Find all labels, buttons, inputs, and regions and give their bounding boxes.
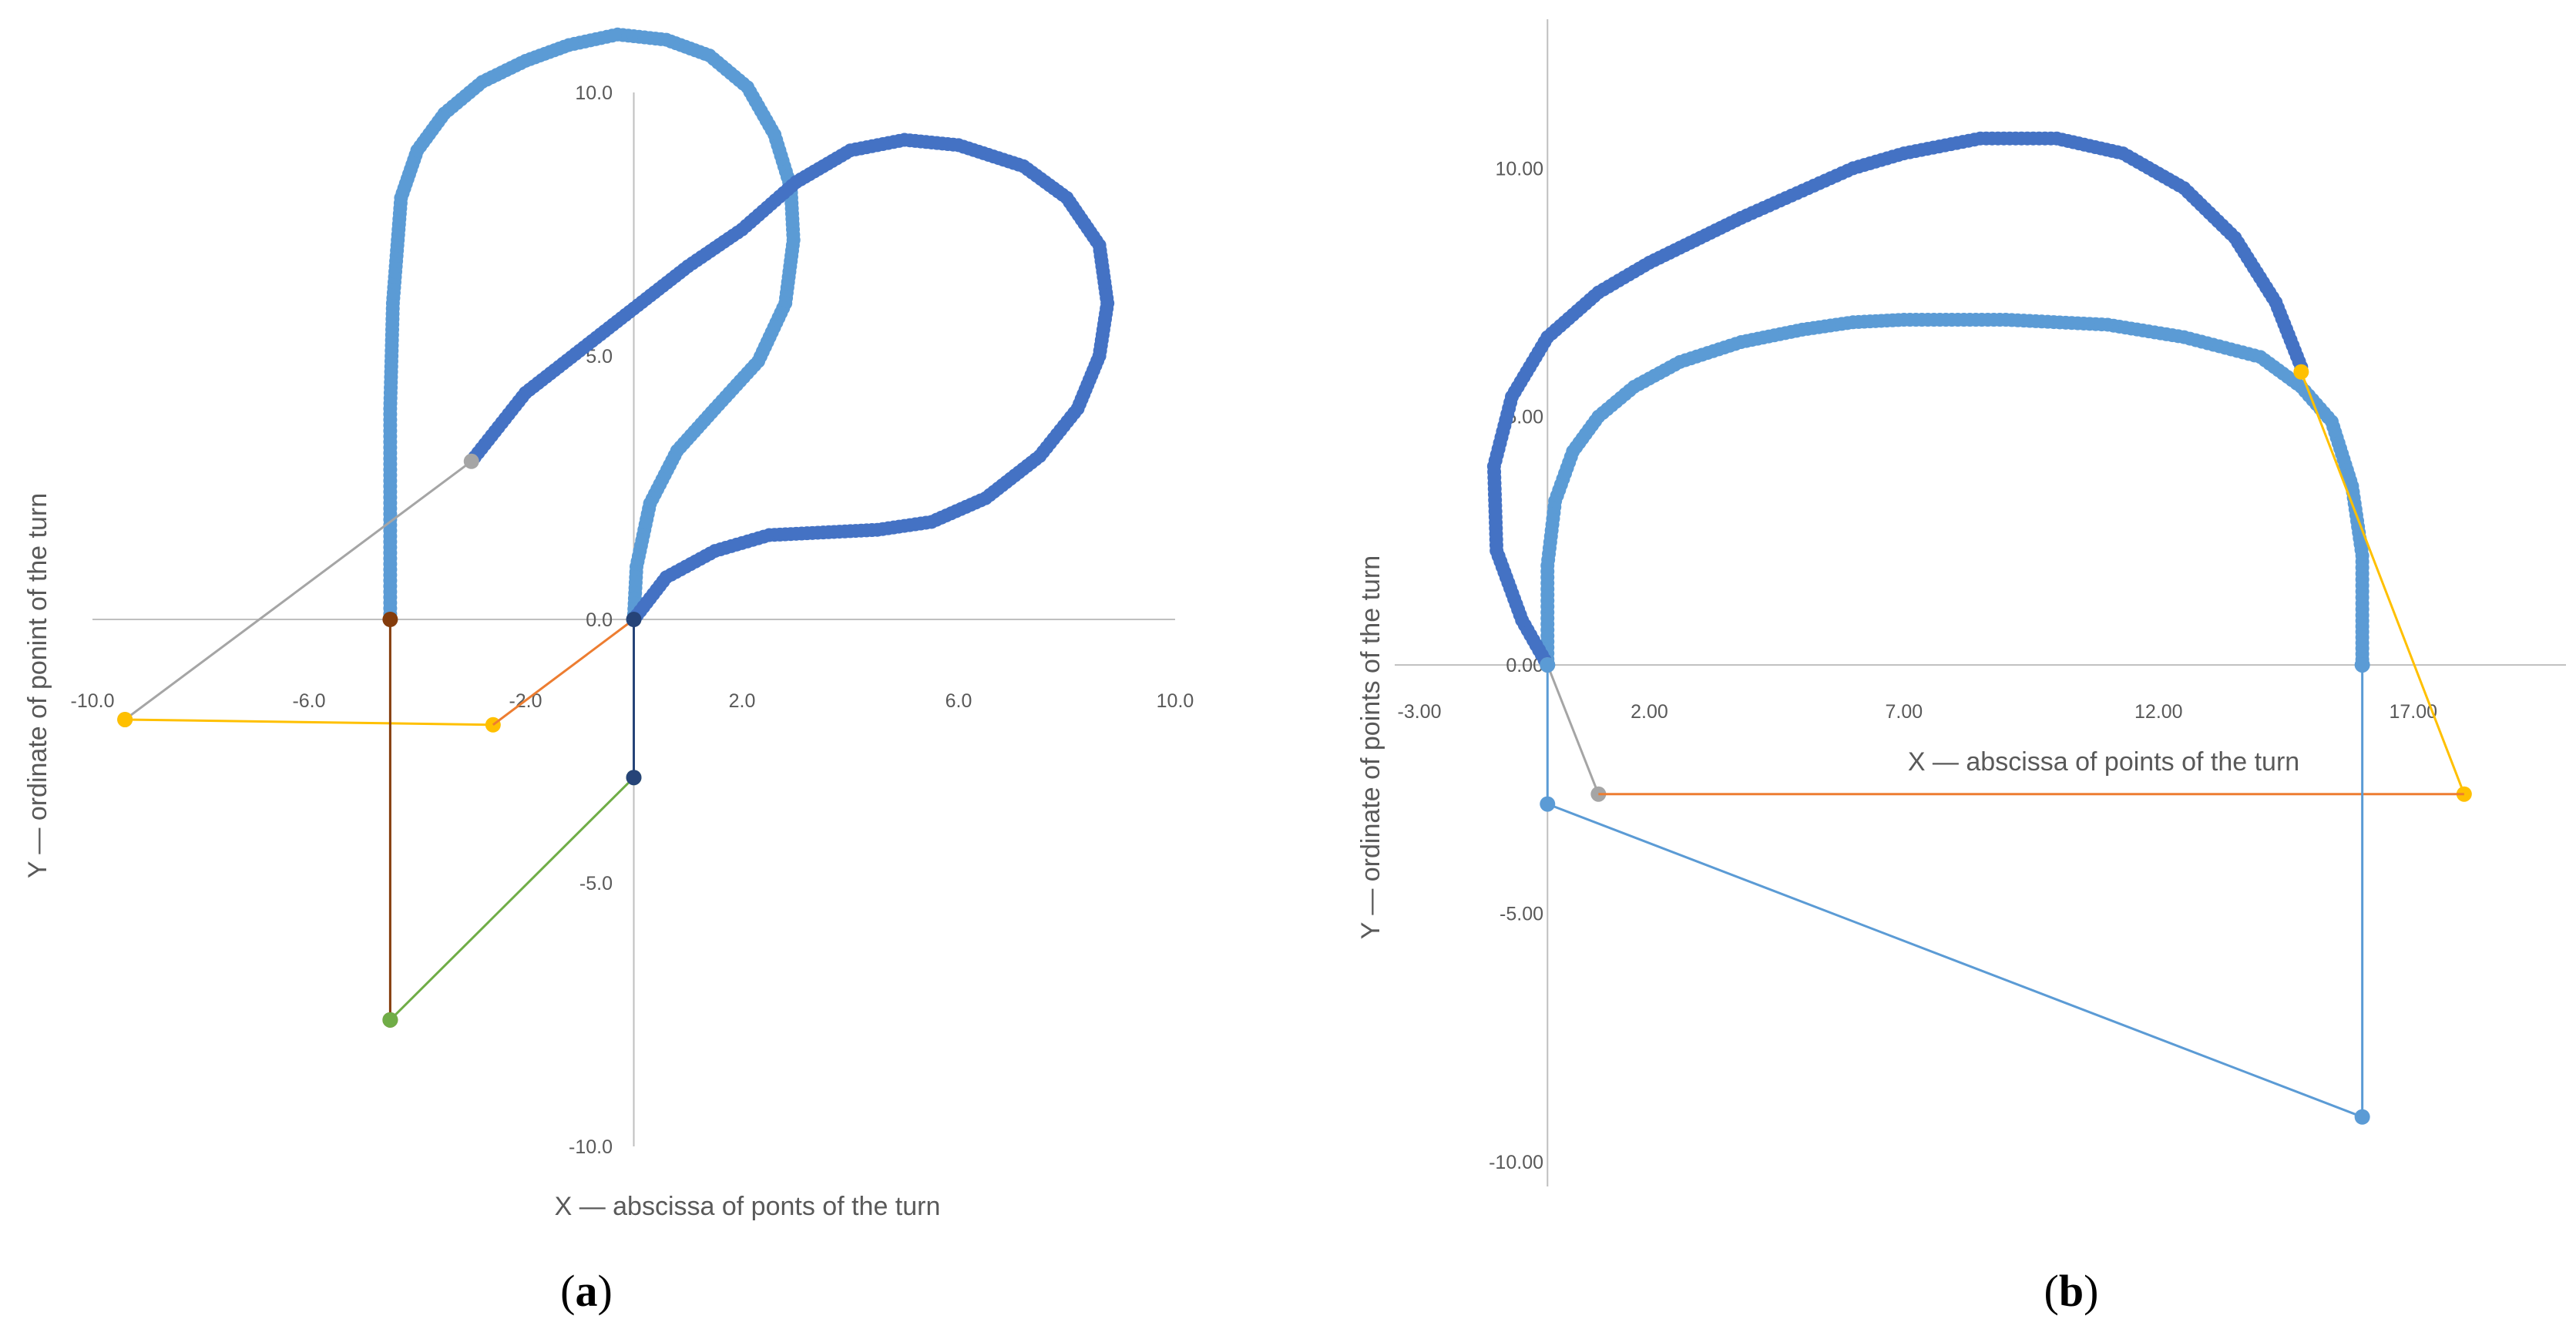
data-point (626, 770, 642, 786)
data-point (1540, 796, 1556, 812)
x-tick-label: 2.0 (729, 690, 756, 712)
series-line (1546, 664, 1600, 795)
series-gray (1540, 657, 1607, 802)
data-point (117, 711, 133, 727)
data-point (382, 1012, 398, 1028)
series-line (2299, 371, 2466, 795)
series-dark_blue (464, 133, 1115, 626)
y-tick-label: -10.0 (569, 1136, 613, 1158)
series-light_blue (383, 27, 801, 626)
series-yellow (2293, 364, 2472, 802)
x-tick-label: 2.00 (1631, 701, 1668, 723)
series-line (125, 718, 493, 727)
x-tick-label: 6.0 (945, 690, 972, 712)
x-axis-title: X — abscissa of points of the turn (1908, 747, 2299, 777)
y-tick-label: -10.00 (1489, 1152, 1543, 1173)
panel-label-b: (b) (2044, 1266, 2099, 1316)
chart-b: -3.00 2.00 7.00 12.00 17.0010.005.000.00-5.0… (1356, 19, 2566, 1186)
series-navy (626, 612, 642, 786)
series-light_blue (1540, 313, 2369, 673)
series-brown (382, 612, 398, 1028)
data-point (382, 612, 398, 627)
series-dark_blue (1486, 131, 2309, 673)
x-tick-label: 7.00 (1886, 701, 1923, 723)
data-point (2293, 364, 2309, 380)
data-point (2354, 657, 2370, 673)
y-axis-title: Y — ordinate of ponint of the turn (23, 493, 52, 878)
y-tick-label: 10.0 (575, 82, 613, 104)
data-point (1540, 657, 1556, 673)
y-axis-title: Y — ordinate of points of the turn (1356, 555, 1385, 939)
series-light_blue (1540, 657, 2370, 1125)
data-point (626, 612, 642, 627)
series-line (1546, 665, 2364, 1119)
series-line (492, 618, 635, 727)
series-line (124, 460, 472, 721)
series-green (382, 770, 642, 1028)
series-gray (117, 453, 479, 727)
series-orange (492, 618, 635, 727)
panel-label-a: (a) (560, 1266, 613, 1316)
y-tick-label: 10.00 (1495, 158, 1543, 180)
x-axis-title: X — abscissa of ponts of the turn (555, 1192, 941, 1221)
series-line (389, 777, 635, 1021)
x-tick-label: -6.0 (292, 690, 325, 712)
x-tick-label: 12.00 (2134, 701, 2183, 723)
y-tick-label: -5.00 (1500, 903, 1543, 925)
x-tick-label: -10.0 (71, 690, 115, 712)
y-tick-label: 0.0 (586, 609, 613, 631)
series-yellow (117, 711, 501, 733)
series-line (388, 33, 795, 620)
x-tick-label: 10.0 (1157, 690, 1194, 712)
data-point (2354, 1109, 2370, 1125)
x-tick-label: -3.00 (1398, 701, 1442, 723)
data-point (463, 453, 479, 469)
y-tick-label: -5.0 (579, 873, 613, 894)
chart-a: -10.0 -6.0 -2.0 2.0 6.0 10.010.05.00.0-5.0-10… (23, 27, 1194, 1221)
